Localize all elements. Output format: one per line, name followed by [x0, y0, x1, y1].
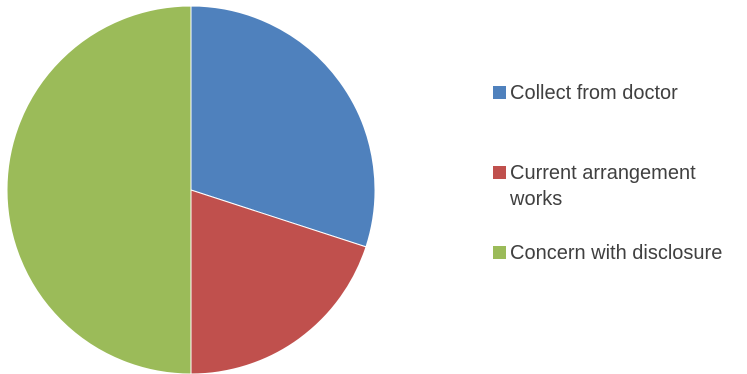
- pie-slice-concern-with-disclosure: [6, 5, 192, 374]
- legend-swatch-collect-from-doctor: [493, 86, 506, 99]
- legend-swatch-current-arrangement-works: [493, 166, 506, 179]
- legend-label-current-arrangement-works: Current arrangement works: [510, 162, 696, 210]
- legend-label-collect-from-doctor: Collect from doctor: [510, 82, 678, 104]
- legend-item-current-arrangement-works: Current arrangement works: [493, 160, 747, 212]
- legend-item-collect-from-doctor: Collect from doctor: [493, 80, 747, 106]
- legend-swatch-concern-with-disclosure: [493, 246, 506, 259]
- pie-slice-collect-from-doctor: [190, 5, 376, 248]
- pie-slice-current-arrangement-works: [190, 189, 367, 374]
- legend-item-concern-with-disclosure: Concern with disclosure: [493, 240, 747, 266]
- legend-label-concern-with-disclosure: Concern with disclosure: [510, 242, 723, 264]
